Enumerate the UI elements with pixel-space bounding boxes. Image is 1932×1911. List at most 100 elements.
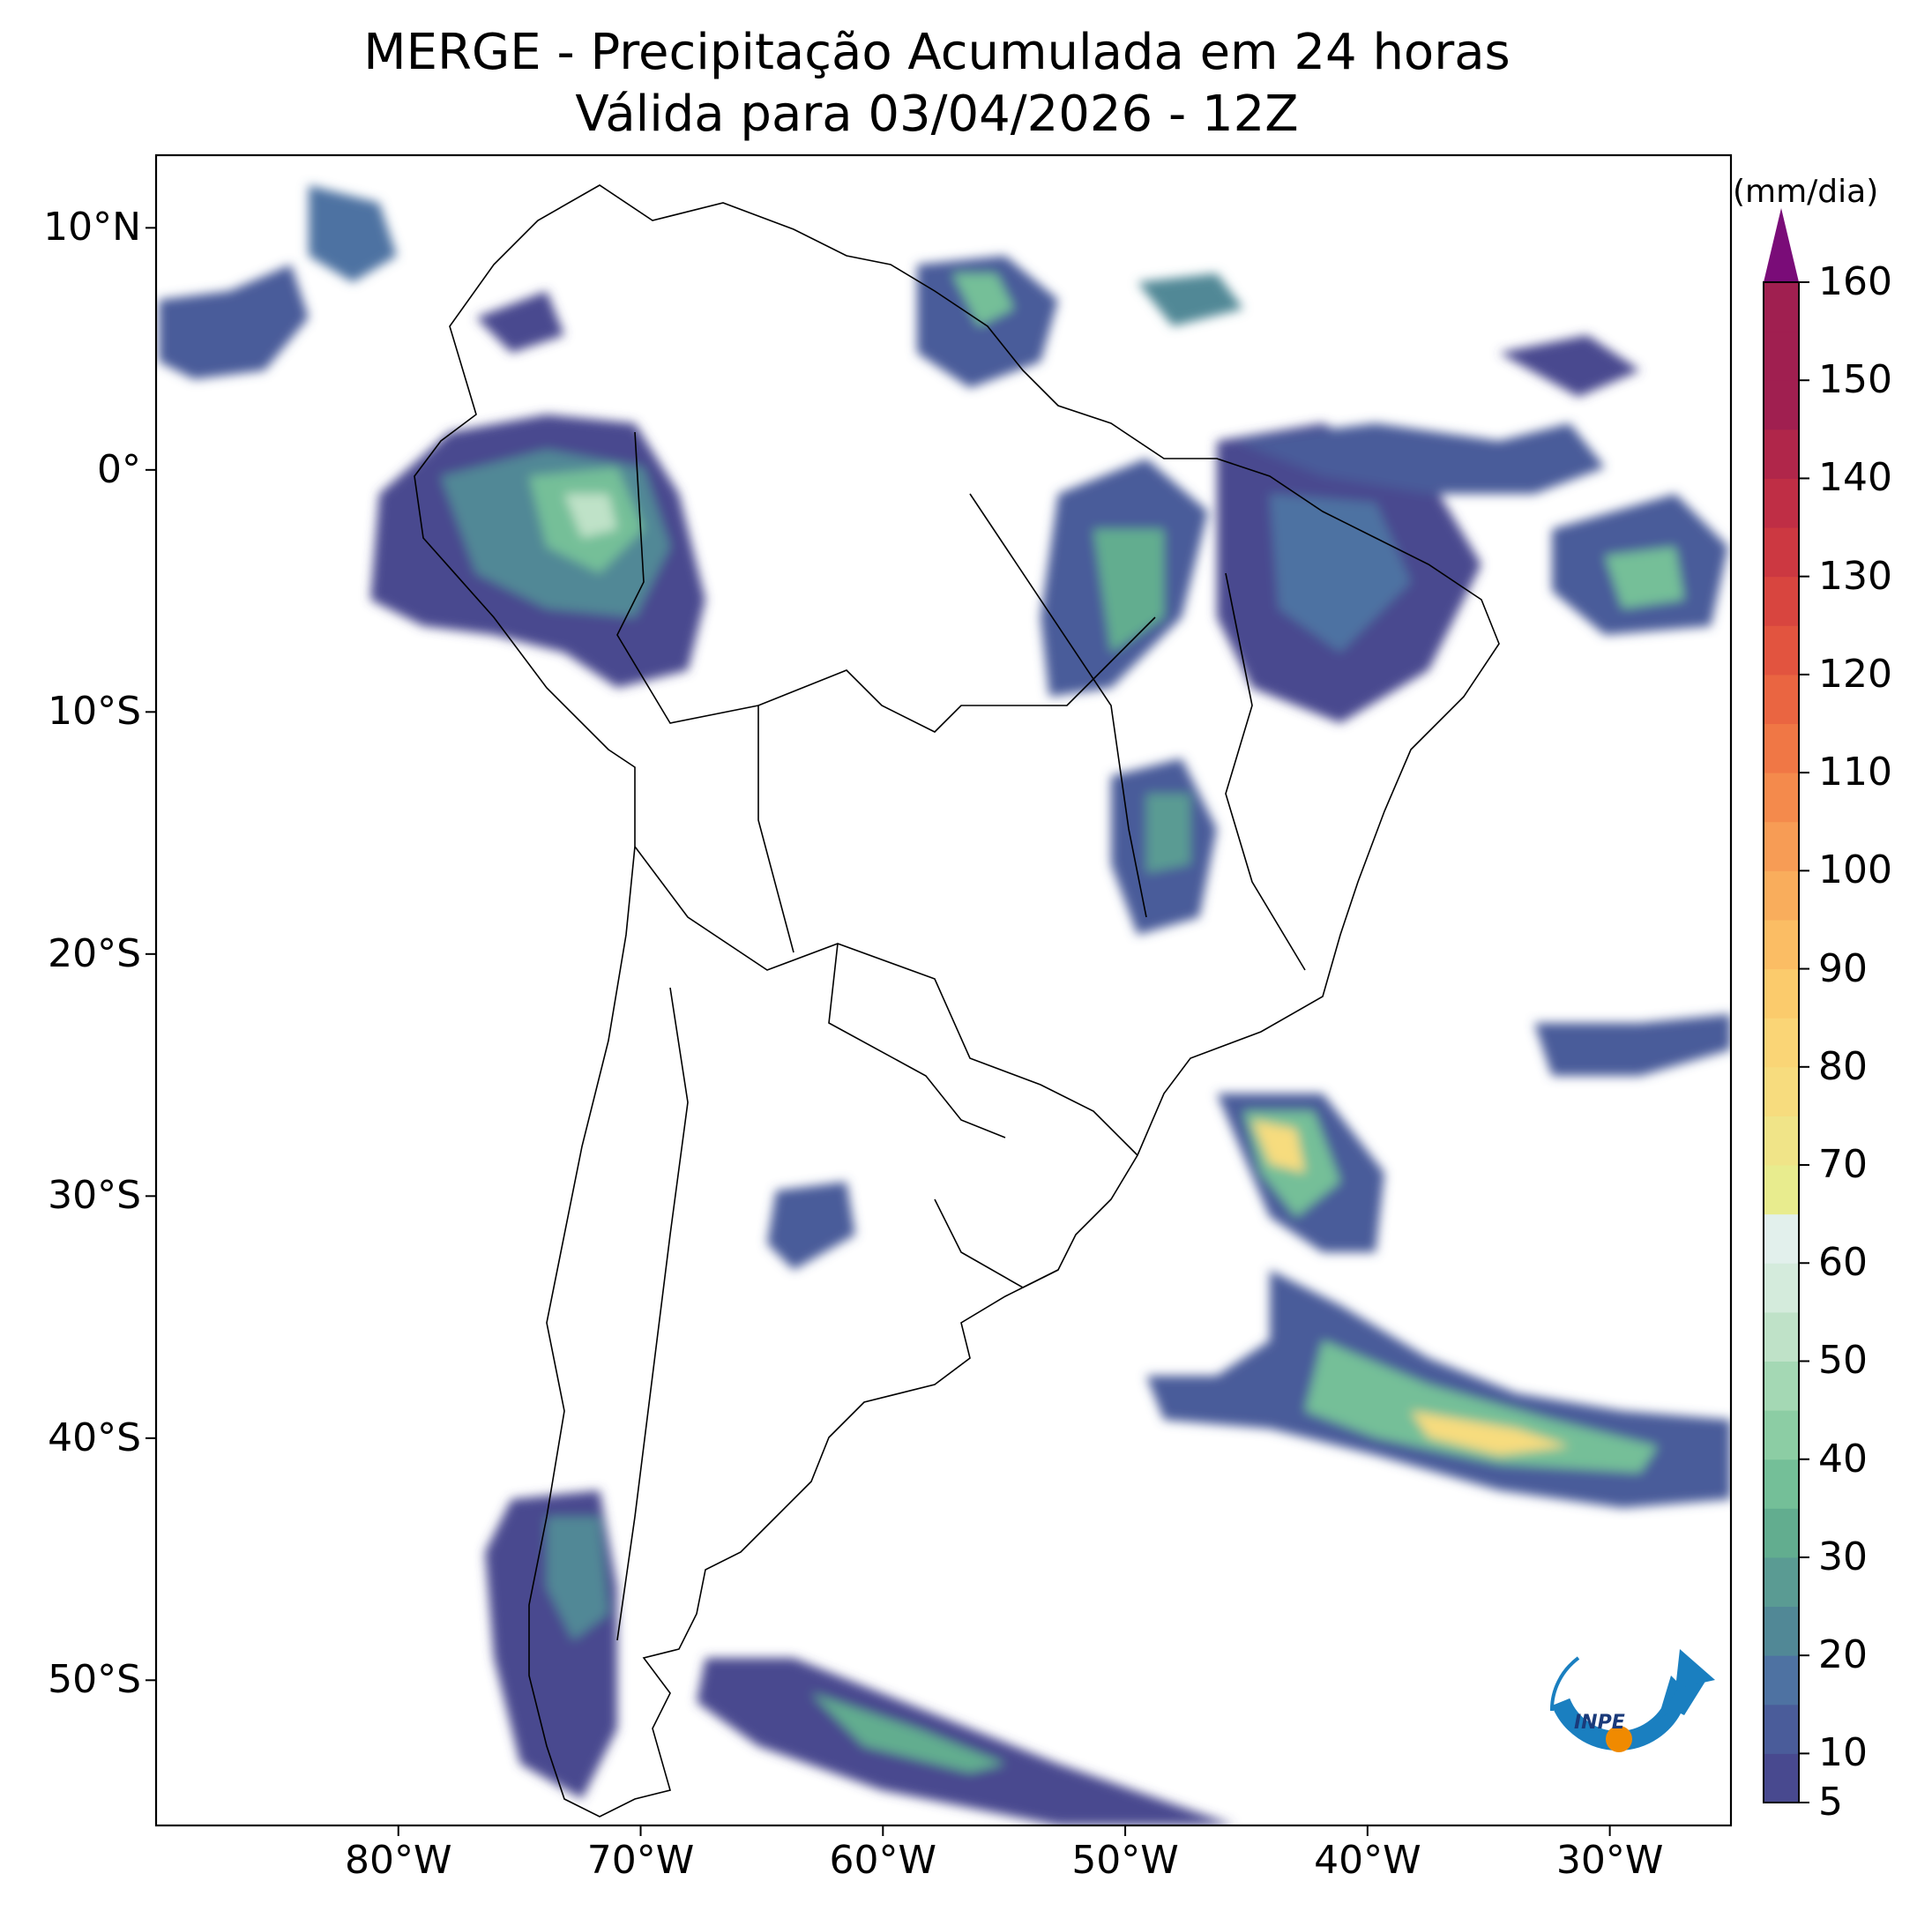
colorbar-extend-triangle (1764, 208, 1799, 282)
precip-area (476, 291, 564, 353)
map-title-line1: MERGE - Precipitação Acumulada em 24 hor… (363, 24, 1511, 81)
lon-tick-label: 40°W (1314, 1838, 1421, 1883)
colorbar-band (1764, 331, 1799, 381)
lon-tick-label: 70°W (586, 1838, 695, 1883)
colorbar-band (1764, 1556, 1799, 1608)
border-line (969, 493, 1147, 918)
colorbar-tick-label: 110 (1818, 750, 1892, 795)
colorbar-band (1764, 1066, 1799, 1116)
colorbar-tick-label: 100 (1818, 847, 1892, 893)
border-line (616, 987, 689, 1641)
colorbar-tick-label: 160 (1818, 259, 1892, 304)
colorbar-band (1764, 429, 1799, 479)
map-title-line2: Válida para 03/04/2026 - 12Z (575, 86, 1299, 143)
colorbar-tick-label: 70 (1818, 1142, 1868, 1188)
colorbar-band (1764, 1361, 1799, 1411)
colorbar-band (1764, 773, 1799, 823)
colorbar (1763, 208, 1809, 1803)
precip-area (1270, 494, 1411, 653)
lon-tick-label: 80°W (345, 1838, 452, 1883)
precip-area (1252, 1120, 1305, 1173)
precip-area (767, 1182, 855, 1270)
colorbar-tick-label: 10 (1818, 1730, 1868, 1776)
colorbar-band (1764, 674, 1799, 725)
lon-tick-label: 50°W (1071, 1838, 1179, 1883)
colorbar-tick-label: 130 (1818, 553, 1892, 599)
lat-tick-label: 30°S (48, 1173, 141, 1219)
precip-area (952, 273, 1014, 326)
colorbar-band (1764, 1410, 1799, 1460)
colorbar-band (1764, 625, 1799, 676)
precip-area (547, 1517, 608, 1640)
precip-area (1235, 423, 1605, 494)
precip-area (1305, 1340, 1658, 1473)
colorbar-tick-label: 40 (1818, 1436, 1868, 1482)
colorbar-band (1764, 968, 1799, 1019)
colorbar-band (1764, 1704, 1799, 1754)
coastline (414, 184, 1500, 1818)
country-borders (414, 184, 1500, 1818)
colorbar-band (1764, 1263, 1799, 1313)
colorbar-band (1764, 1606, 1799, 1656)
lat-tick-label: 10°N (43, 205, 141, 250)
colorbar-band (1764, 919, 1799, 970)
colorbar-band (1764, 821, 1799, 871)
precip-area (1146, 794, 1190, 873)
colorbar-band (1764, 1311, 1799, 1362)
colorbar-band (1764, 870, 1799, 921)
precip-area (1093, 529, 1164, 653)
inpe-logo: INPE (1549, 1649, 1715, 1752)
border-line (1225, 572, 1306, 971)
precip-area (159, 265, 309, 379)
colorbar-tick-label: 80 (1818, 1043, 1868, 1089)
lat-tick-label: 20°S (48, 930, 141, 976)
lat-tick-label: 10°S (48, 689, 141, 735)
precip-area (1499, 335, 1640, 397)
colorbar-tick-label: 90 (1818, 945, 1868, 991)
colorbar-band (1764, 1116, 1799, 1166)
lat-tick-label: 40°S (48, 1415, 141, 1460)
colorbar-tick-label: 140 (1818, 455, 1892, 501)
colorbar-band (1764, 1213, 1799, 1264)
precip-area (811, 1693, 1005, 1773)
colorbar-band (1764, 1459, 1799, 1509)
border-line (828, 943, 1006, 1138)
map-frame (154, 153, 1733, 1827)
precip-area (1605, 547, 1684, 608)
precip-area (1534, 1014, 1731, 1076)
inpe-logo-text: INPE (1574, 1712, 1625, 1734)
colorbar-band (1764, 1018, 1799, 1068)
colorbar-band (1764, 1508, 1799, 1558)
colorbar-tick-label: 5 (1818, 1780, 1843, 1825)
colorbar-band (1764, 1165, 1799, 1215)
precip-area (697, 1658, 1235, 1825)
colorbar-band (1764, 1753, 1799, 1803)
border-line (934, 1198, 1059, 1288)
colorbar-tick-label: 30 (1818, 1534, 1868, 1579)
colorbar-tick-label: 120 (1818, 651, 1892, 697)
colorbar-frame (1763, 281, 1800, 1803)
colorbar-band (1764, 527, 1799, 578)
colorbar-tick-label: 150 (1818, 357, 1892, 403)
colorbar-band (1764, 723, 1799, 773)
precip-area (564, 494, 617, 538)
precip-area (1138, 273, 1243, 326)
colorbar-unit-label: (mm/dia) (1733, 174, 1879, 210)
colorbar-band (1764, 576, 1799, 626)
border-line (616, 431, 1156, 733)
precip-area (1411, 1411, 1570, 1455)
colorbar-band (1764, 478, 1799, 528)
colorbar-tick-label: 50 (1818, 1338, 1868, 1384)
lat-tick-label: 50°S (48, 1657, 141, 1703)
colorbar-band (1764, 282, 1799, 332)
border-line (757, 705, 794, 953)
precipitation-field-layer (159, 185, 1731, 1825)
lat-tick-label: 0° (97, 446, 141, 492)
precip-area (309, 185, 397, 282)
lon-tick-label: 60°W (829, 1838, 937, 1883)
colorbar-tick-label: 20 (1818, 1632, 1868, 1678)
colorbar-tick-label: 60 (1818, 1240, 1868, 1286)
border-line (634, 846, 1138, 1156)
lon-tick-label: 30°W (1555, 1838, 1664, 1883)
